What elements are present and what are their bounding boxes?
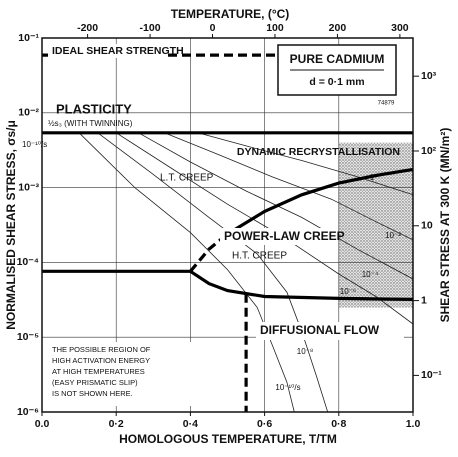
x2-tick-label: 200 <box>329 22 347 34</box>
mechanism-boundary <box>189 269 414 301</box>
x-tick-label: 0·8 <box>331 418 346 430</box>
x2-tick-label: -100 <box>140 22 161 34</box>
strain-rate-contour <box>78 132 295 413</box>
x2-tick-label: -200 <box>77 22 98 34</box>
contour-label: 10⁻⁴ <box>362 270 379 279</box>
y-axis-title: NORMALISED SHEAR STRESS, σs/μ <box>4 120 18 330</box>
chart-subtitle: d = 0·1 mm <box>309 76 364 88</box>
label-bg <box>256 322 404 340</box>
annotation: DIFFUSIONAL FLOW <box>260 323 380 337</box>
contour-label: 10⁻¹⁰/s <box>275 383 300 392</box>
note-bg <box>47 342 197 406</box>
y-tick-label: 10⁻¹ <box>18 32 39 44</box>
y2-tick-label: 10² <box>421 145 437 157</box>
y2-tick-label: 10⁻¹ <box>421 369 442 381</box>
label-bg <box>48 44 166 58</box>
y-tick-label: 10⁻⁴ <box>17 256 39 268</box>
y-tick-label: 10⁻³ <box>18 181 39 193</box>
x-tick-label: 0.0 <box>35 418 50 430</box>
strain-rate-contour <box>97 132 329 413</box>
annotation: L.T. CREEP <box>160 173 214 184</box>
strain-rate-contour <box>197 132 414 196</box>
y2-tick-label: 1 <box>421 294 427 306</box>
x-tick-label: 1.0 <box>406 418 421 430</box>
x2-tick-label: 300 <box>391 22 409 34</box>
note-line: HIGH ACTIVATION ENERGY <box>52 356 150 365</box>
strain-rate-contour <box>138 132 414 280</box>
top-axis-title: TEMPERATURE, (°C) <box>171 7 290 21</box>
contour-label: 10⁻⁸ <box>297 347 314 356</box>
note-line: AT HIGH TEMPERATURES <box>52 367 145 376</box>
annotation: PLASTICITY <box>56 101 132 116</box>
y2-tick-label: 10 <box>421 220 433 232</box>
note-line: (EASY PRISMATIC SLIP) <box>52 378 138 387</box>
y2-axis-title: SHEAR STRESS AT 300 K (MN/m²) <box>438 128 452 323</box>
annotation: 10⁻¹⁰/s <box>22 140 47 149</box>
contour-label: 10⁻⁶ <box>340 287 356 296</box>
x2-tick-label: 100 <box>266 22 284 34</box>
annotation: DYNAMIC RECRYSTALLISATION <box>237 146 400 158</box>
mechanism-boundary <box>226 167 414 236</box>
contour-label: 10⁻² <box>385 231 401 240</box>
annotation: IDEAL SHEAR STRENGTH <box>52 45 184 57</box>
chart-title: PURE CADMIUM <box>290 52 385 66</box>
x-tick-label: 0·2 <box>109 418 124 430</box>
x2-tick-label: 0 <box>210 22 216 34</box>
plot-frame <box>41 37 414 413</box>
annotation: POWER-LAW CREEP <box>224 229 345 243</box>
strain-rate-contour <box>164 132 414 241</box>
note-line: THE POSSIBLE REGION OF <box>52 345 151 354</box>
annotation: ½s₃ (WITH TWINNING) <box>48 119 133 128</box>
y-tick-label: 10⁻⁶ <box>17 406 39 418</box>
y-tick-label: 10⁻⁵ <box>17 331 39 343</box>
contour-label: 1 <box>370 173 375 182</box>
y2-tick-label: 10³ <box>421 70 437 82</box>
y-tick-label: 10⁻² <box>18 107 39 119</box>
x-tick-label: 0·6 <box>257 418 272 430</box>
note-line: IS NOT SHOWN HERE. <box>52 389 133 398</box>
recrystallisation-region <box>338 142 413 308</box>
figure-number: 74879 <box>378 101 395 107</box>
x-axis-title: HOMOLOGOUS TEMPERATURE, T/TM <box>119 432 337 446</box>
annotation: H.T. CREEP <box>232 251 287 262</box>
label-bg <box>220 228 338 245</box>
x-tick-label: 0·4 <box>183 418 198 430</box>
